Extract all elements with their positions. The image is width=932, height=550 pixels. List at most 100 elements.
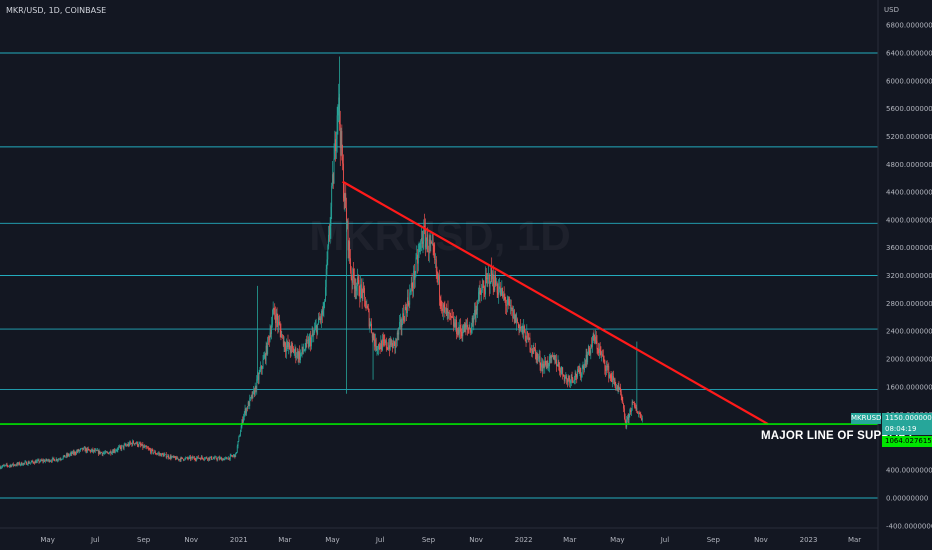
- candle: [169, 454, 171, 460]
- candle-body: [547, 360, 549, 367]
- candle-body: [417, 253, 419, 264]
- candle: [586, 348, 588, 367]
- candle-body: [318, 317, 320, 320]
- candle-body: [552, 355, 553, 357]
- candle: [276, 307, 278, 327]
- candle-body: [251, 395, 253, 399]
- candle: [15, 463, 17, 467]
- candle-body: [356, 286, 358, 291]
- candle-body: [139, 443, 141, 445]
- candle: [382, 332, 384, 348]
- candle: [301, 343, 303, 358]
- candle-body: [148, 448, 150, 450]
- candle: [517, 317, 518, 324]
- candle-body: [441, 306, 443, 309]
- candle-body: [237, 441, 239, 447]
- candle: [522, 325, 524, 338]
- candle: [631, 399, 633, 411]
- candle-body: [361, 289, 363, 300]
- candle-body: [64, 455, 66, 458]
- candle-body: [291, 344, 293, 347]
- candle: [158, 451, 160, 457]
- candle-body: [430, 241, 432, 245]
- candle: [573, 380, 575, 383]
- candle: [563, 374, 565, 385]
- candle: [583, 364, 585, 375]
- candle-body: [638, 412, 639, 414]
- candle-body: [618, 385, 620, 389]
- candle-body: [37, 460, 38, 462]
- candle-body: [413, 270, 415, 288]
- candle-body: [476, 309, 478, 311]
- candle-body: [599, 348, 601, 351]
- candle-body: [184, 458, 186, 461]
- candle: [36, 459, 38, 464]
- candle: [385, 339, 386, 346]
- candle: [175, 456, 176, 461]
- candle-body: [371, 323, 372, 333]
- candle: [470, 327, 472, 336]
- candle-body: [315, 325, 317, 327]
- candle: [51, 456, 53, 463]
- candle: [168, 454, 169, 460]
- candle: [635, 404, 637, 412]
- candle: [524, 329, 526, 342]
- candle: [140, 441, 141, 448]
- candle: [600, 346, 602, 358]
- candle-body: [571, 374, 573, 379]
- candle-body: [403, 313, 404, 321]
- candle: [119, 445, 121, 450]
- candle-body: [323, 302, 325, 310]
- candle: [45, 458, 47, 461]
- candle-body: [288, 343, 290, 348]
- candle-body: [333, 158, 335, 184]
- candle-body: [125, 444, 127, 446]
- candle-body: [203, 459, 205, 460]
- candle: [616, 383, 617, 391]
- candle: [67, 452, 69, 458]
- y-tick-label: 1600.00000000: [886, 383, 932, 391]
- candle: [296, 352, 297, 361]
- candle-body: [396, 332, 398, 341]
- candle: [615, 381, 617, 391]
- x-tick-label: 2023: [800, 536, 818, 544]
- candle-body: [479, 290, 481, 295]
- candle-body: [76, 451, 78, 452]
- candle: [333, 143, 335, 184]
- candle-body: [318, 317, 319, 324]
- candle: [11, 464, 13, 468]
- candle: [82, 447, 84, 452]
- candle: [481, 283, 482, 302]
- candle-body: [636, 410, 638, 414]
- candle: [140, 442, 142, 447]
- candle-body: [321, 310, 323, 315]
- candle: [69, 452, 71, 457]
- candle-body: [522, 326, 524, 333]
- candle-body: [229, 457, 230, 460]
- candle-body: [15, 465, 17, 466]
- candle: [556, 364, 558, 367]
- candle-body: [295, 348, 297, 358]
- candle: [508, 296, 510, 310]
- candle: [426, 229, 428, 253]
- candle: [556, 354, 557, 372]
- candle-body: [576, 376, 578, 378]
- candle-body: [179, 459, 180, 461]
- candle: [538, 349, 540, 363]
- candle: [19, 463, 21, 467]
- candle: [122, 445, 124, 450]
- candle-body: [398, 327, 400, 335]
- candle: [499, 277, 500, 293]
- candle: [184, 457, 186, 461]
- candle: [299, 345, 301, 363]
- candle-body: [378, 344, 380, 348]
- candle-body: [8, 466, 9, 467]
- candle: [151, 447, 153, 452]
- candle-body: [174, 456, 176, 458]
- trend-line[interactable]: [342, 180, 769, 425]
- candle: [85, 447, 87, 454]
- candle-body: [122, 445, 123, 447]
- candle-body: [55, 460, 56, 462]
- candle-body: [409, 292, 411, 305]
